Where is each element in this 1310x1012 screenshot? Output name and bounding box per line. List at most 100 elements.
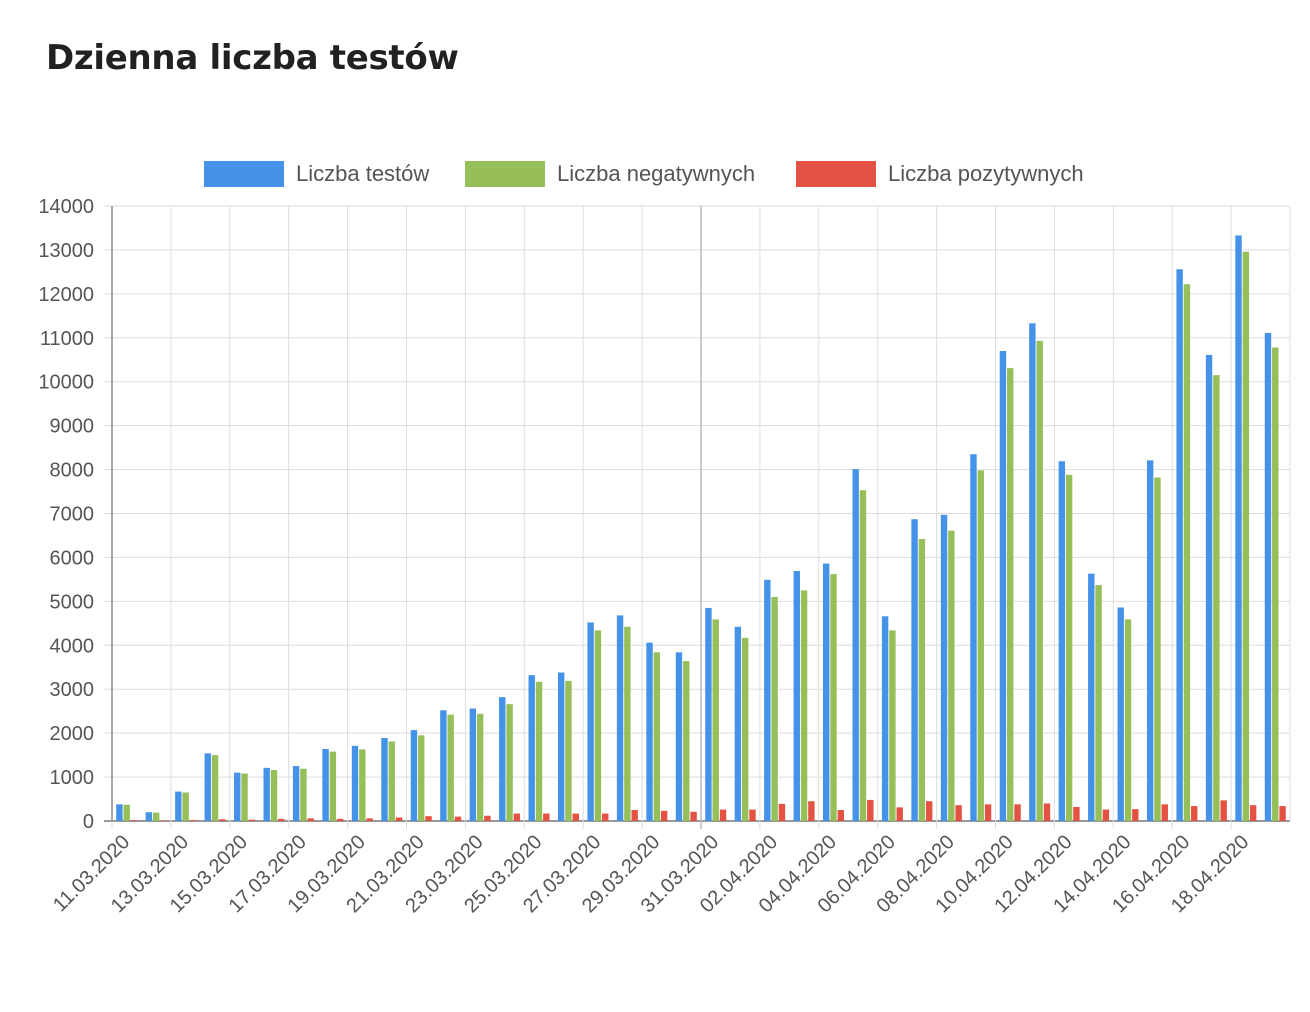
bar-tests[interactable] (1205, 354, 1213, 821)
bar-positive[interactable] (336, 818, 344, 821)
bar-tests[interactable] (940, 514, 948, 821)
bar-negative[interactable] (359, 749, 366, 821)
bar-negative[interactable] (1124, 619, 1132, 821)
bar-negative[interactable] (1272, 347, 1279, 821)
bar-negative[interactable] (300, 768, 307, 821)
bar-tests[interactable] (410, 730, 418, 821)
bar-positive[interactable] (1014, 804, 1021, 821)
bar-positive[interactable] (1279, 806, 1286, 821)
bar-negative[interactable] (1183, 284, 1191, 821)
bar-negative[interactable] (418, 735, 425, 821)
bar-positive[interactable] (1249, 805, 1257, 821)
bar-positive[interactable] (631, 810, 638, 821)
legend-item-tests[interactable]: Liczba testów (204, 158, 429, 190)
bar-tests[interactable] (881, 616, 889, 821)
legend-item-negative[interactable]: Liczba negatywnych (465, 158, 755, 190)
bar-negative[interactable] (594, 630, 602, 821)
bar-positive[interactable] (1132, 809, 1139, 821)
bar-negative[interactable] (1095, 585, 1102, 821)
bar-positive[interactable] (984, 804, 992, 821)
bar-positive[interactable] (749, 809, 756, 821)
bar-negative[interactable] (535, 681, 543, 821)
bar-negative[interactable] (565, 680, 572, 821)
bar-tests[interactable] (793, 571, 800, 821)
bar-tests[interactable] (469, 708, 477, 821)
bar-negative[interactable] (918, 538, 926, 821)
bar-positive[interactable] (307, 818, 314, 821)
bar-tests[interactable] (1146, 460, 1154, 821)
bar-positive[interactable] (130, 820, 138, 821)
bar-negative[interactable] (712, 619, 719, 821)
bar-positive[interactable] (1161, 804, 1168, 821)
bar-positive[interactable] (425, 816, 432, 821)
bar-tests[interactable] (1264, 332, 1272, 821)
bar-tests[interactable] (675, 652, 683, 821)
bar-negative[interactable] (388, 741, 395, 821)
bar-tests[interactable] (528, 675, 535, 821)
bar-tests[interactable] (734, 626, 742, 821)
bar-positive[interactable] (896, 807, 903, 821)
bar-negative[interactable] (329, 751, 337, 821)
bar-negative[interactable] (1036, 340, 1043, 821)
bar-negative[interactable] (123, 804, 130, 821)
bar-positive[interactable] (837, 810, 845, 821)
bar-tests[interactable] (145, 812, 153, 821)
bar-tests[interactable] (1029, 323, 1036, 821)
bar-positive[interactable] (366, 818, 373, 821)
bar-positive[interactable] (160, 820, 167, 822)
bar-tests[interactable] (705, 607, 712, 821)
bar-negative[interactable] (683, 661, 690, 821)
bar-tests[interactable] (381, 737, 388, 821)
bar-tests[interactable] (116, 804, 123, 821)
bar-positive[interactable] (925, 801, 933, 821)
bar-tests[interactable] (646, 642, 653, 821)
bar-positive[interactable] (778, 803, 786, 821)
bar-tests[interactable] (852, 469, 859, 821)
bar-positive[interactable] (248, 819, 256, 821)
bar-negative[interactable] (859, 490, 867, 821)
bar-tests[interactable] (175, 791, 182, 821)
bar-negative[interactable] (800, 590, 808, 822)
bar-tests[interactable] (351, 745, 359, 821)
bar-tests[interactable] (204, 753, 211, 821)
bar-positive[interactable] (572, 813, 579, 821)
bar-negative[interactable] (653, 652, 661, 821)
bar-positive[interactable] (719, 809, 727, 821)
bar-negative[interactable] (1007, 368, 1014, 821)
bar-positive[interactable] (690, 811, 697, 821)
bar-positive[interactable] (395, 817, 403, 821)
bar-negative[interactable] (977, 470, 984, 821)
bar-tests[interactable] (587, 622, 594, 821)
bar-negative[interactable] (182, 792, 189, 821)
bar-tests[interactable] (263, 767, 270, 821)
bar-negative[interactable] (830, 574, 837, 821)
bar-tests[interactable] (616, 615, 624, 821)
bar-negative[interactable] (1065, 474, 1073, 821)
bar-positive[interactable] (955, 805, 962, 821)
bar-tests[interactable] (1088, 573, 1095, 821)
bar-negative[interactable] (211, 755, 219, 821)
bar-positive[interactable] (1073, 806, 1080, 821)
bar-negative[interactable] (948, 530, 955, 821)
bar-positive[interactable] (484, 815, 491, 821)
bar-positive[interactable] (189, 820, 197, 821)
bar-positive[interactable] (543, 813, 550, 821)
bar-negative[interactable] (889, 630, 896, 821)
bar-negative[interactable] (1242, 251, 1250, 821)
bar-negative[interactable] (447, 714, 454, 821)
bar-tests[interactable] (1117, 607, 1124, 821)
bar-negative[interactable] (1154, 477, 1161, 821)
bar-negative[interactable] (771, 596, 778, 821)
bar-positive[interactable] (513, 813, 521, 821)
bar-positive[interactable] (602, 813, 609, 821)
bar-tests[interactable] (1235, 235, 1242, 821)
bar-negative[interactable] (741, 637, 749, 821)
bar-tests[interactable] (911, 519, 918, 821)
bar-tests[interactable] (1176, 269, 1183, 821)
bar-tests[interactable] (764, 579, 771, 821)
legend-item-positive[interactable]: Liczba pozytywnych (796, 158, 1084, 190)
bar-tests[interactable] (1058, 461, 1066, 821)
bar-tests[interactable] (970, 454, 977, 821)
bar-tests[interactable] (322, 748, 329, 821)
bar-negative[interactable] (241, 773, 248, 821)
